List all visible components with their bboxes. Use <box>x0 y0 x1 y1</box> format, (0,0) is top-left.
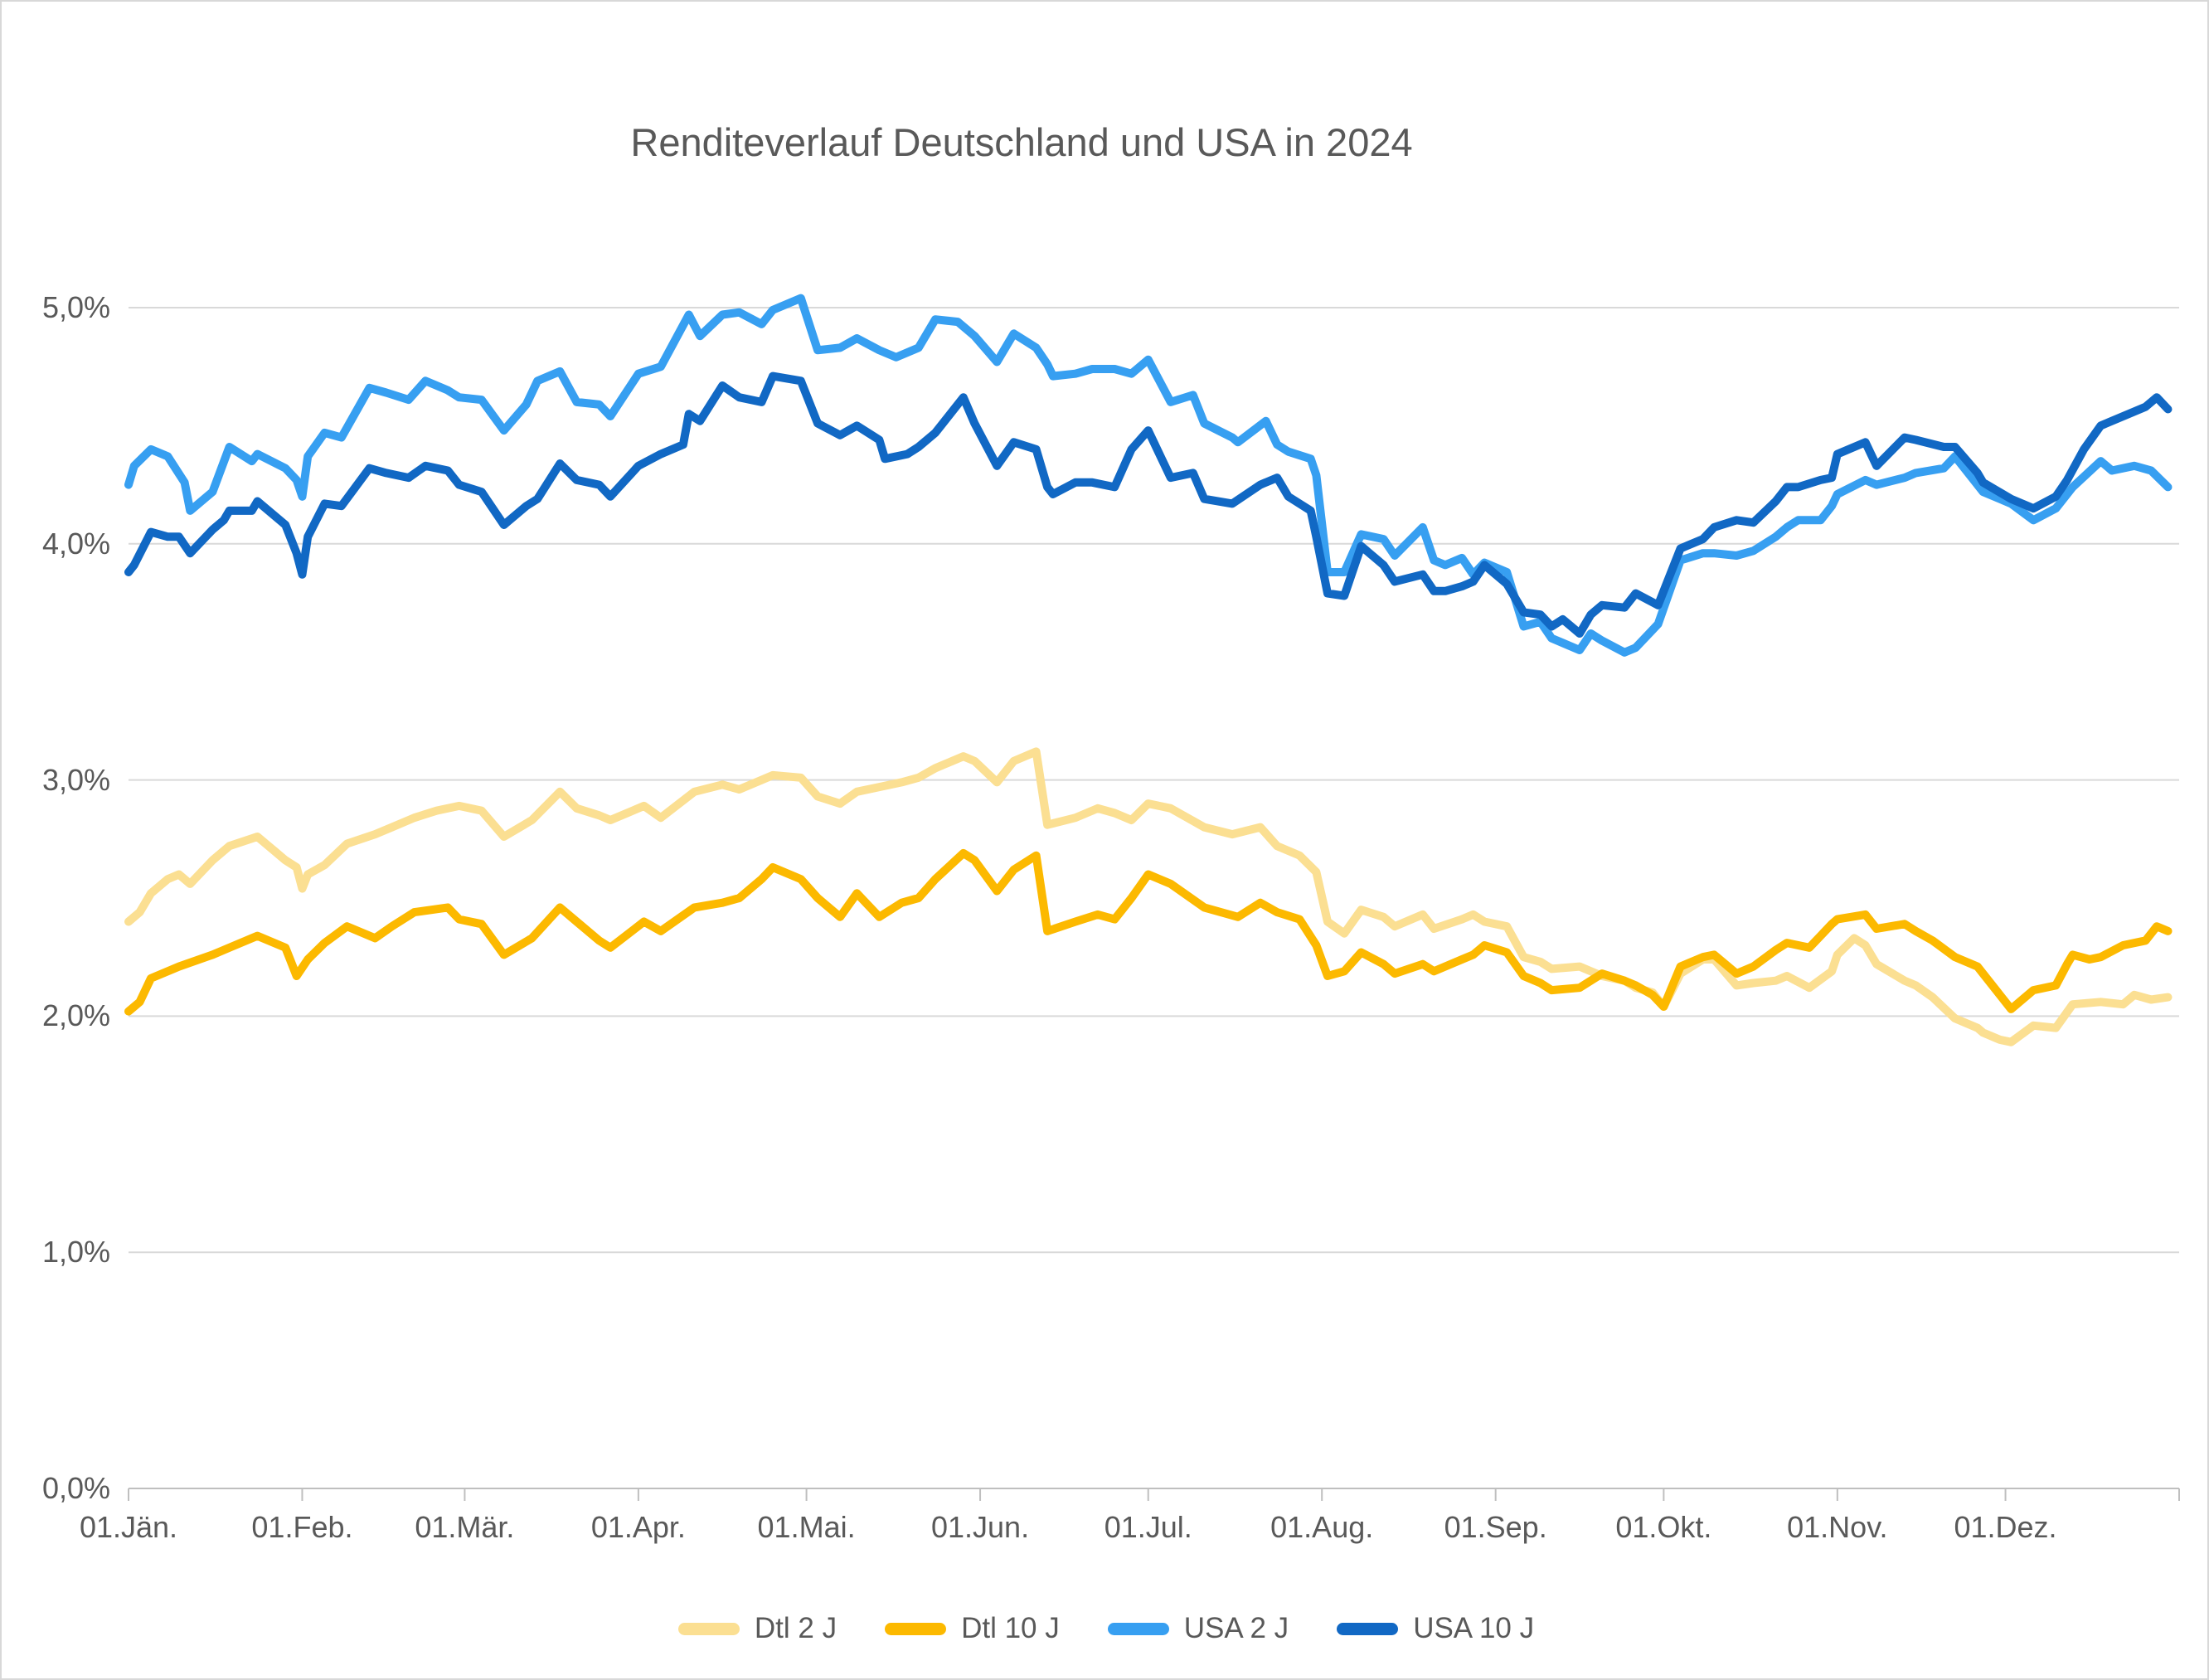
x-axis-label: 01.Jun. <box>930 1510 1030 1544</box>
legend-label: Dtl 2 J <box>754 1612 837 1644</box>
legend-item-usa-2-j: USA 2 J <box>1107 1612 1289 1645</box>
legend: Dtl 2 J Dtl 10 J USA 2 J USA 10 J <box>2 1612 2207 1645</box>
x-axis-label: 01.Nov. <box>1787 1510 1888 1544</box>
legend-swatch-icon <box>1337 1622 1399 1635</box>
legend-label: USA 10 J <box>1413 1612 1535 1644</box>
x-axis-label: 01.Okt. <box>1615 1510 1712 1544</box>
x-axis-label: 01.Mär. <box>415 1510 515 1544</box>
legend-label: USA 2 J <box>1183 1612 1289 1644</box>
series-line-dtl-2-j <box>124 747 2173 1046</box>
y-axis-label: 2,0% <box>41 998 110 1033</box>
series-line-usa-2-j <box>124 294 2173 657</box>
y-axis-label: 5,0% <box>41 290 110 324</box>
y-axis-label: 0,0% <box>41 1471 110 1505</box>
legend-swatch-icon <box>885 1622 947 1635</box>
x-axis-label: 01.Jul. <box>1104 1510 1192 1544</box>
legend-item-dtl-10-j: Dtl 10 J <box>885 1612 1060 1645</box>
x-axis-label: 01.Dez. <box>1954 1510 2057 1544</box>
chart-title: Renditeverlauf Deutschland und USA in 20… <box>630 120 1413 164</box>
y-axis-label: 1,0% <box>41 1235 110 1270</box>
legend-swatch-icon <box>677 1622 740 1635</box>
legend-item-usa-10-j: USA 10 J <box>1337 1612 1534 1645</box>
x-axis-label: 01.Feb. <box>251 1510 353 1544</box>
x-axis-label: 01.Jän. <box>79 1510 178 1544</box>
x-axis-label: 01.Mai. <box>757 1510 856 1544</box>
legend-item-dtl-2-j: Dtl 2 J <box>677 1612 837 1645</box>
x-axis-label: 01.Sep. <box>1444 1510 1547 1544</box>
legend-label: Dtl 10 J <box>961 1612 1060 1644</box>
series-line-dtl-10-j <box>124 848 2173 1016</box>
x-axis-label: 01.Aug. <box>1270 1510 1374 1544</box>
y-axis-label: 3,0% <box>41 762 110 797</box>
legend-swatch-icon <box>1107 1622 1169 1635</box>
y-axis-label: 4,0% <box>41 526 110 561</box>
series-line-usa-10-j <box>124 371 2173 638</box>
x-axis-label: 01.Apr. <box>590 1510 686 1544</box>
